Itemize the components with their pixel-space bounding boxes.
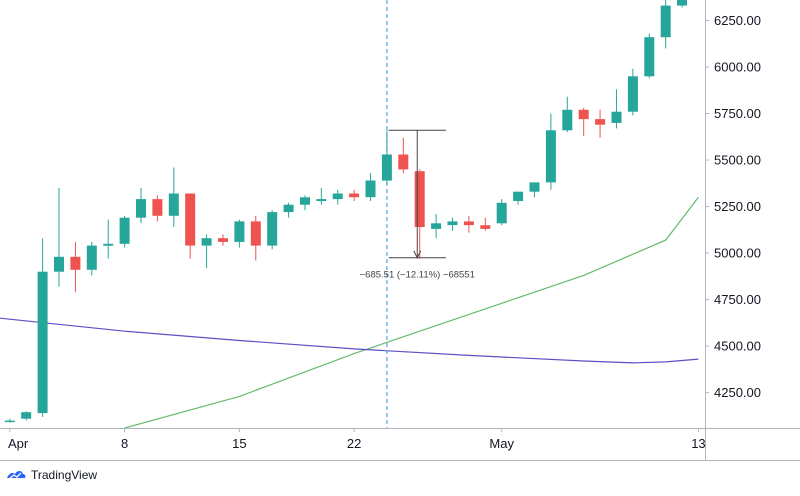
- candle-body-up: [316, 199, 327, 201]
- x-tick-label: 8: [121, 436, 128, 451]
- candle-body-up: [54, 256, 64, 272]
- tradingview-logo-icon: [7, 471, 26, 479]
- candle-body-up: [234, 221, 245, 242]
- y-tick-label: 5750.00: [714, 106, 761, 121]
- candle-body-up: [677, 0, 687, 6]
- candle-body-up: [562, 109, 573, 131]
- candle-body-up: [119, 217, 130, 244]
- y-tick-label: 4250.00: [714, 385, 761, 400]
- y-tick-label: 5500.00: [714, 153, 761, 168]
- measure-label: −685.51 (−12.11%) −68551: [360, 270, 475, 281]
- candle-body-up: [103, 243, 114, 246]
- candle-body-up: [496, 202, 507, 224]
- candle-body-up: [660, 5, 671, 38]
- candle-body-up: [267, 212, 278, 246]
- candle-body-up: [529, 182, 540, 192]
- candle-body-down: [218, 238, 228, 242]
- candle-body-down: [414, 171, 425, 227]
- candle-body-down: [152, 199, 163, 216]
- x-tick-label: 22: [347, 436, 361, 451]
- candle-body-up: [447, 221, 458, 226]
- candle-body-up: [332, 193, 343, 200]
- x-tick-label: 13: [691, 436, 705, 451]
- candle-body-up: [37, 271, 48, 414]
- x-tick-label: 15: [232, 436, 246, 451]
- x-tick-label: Apr: [8, 436, 29, 451]
- candle-body-up: [381, 154, 392, 181]
- candle-body-down: [480, 225, 491, 229]
- tradingview-attribution[interactable]: TradingView: [6, 466, 97, 484]
- candle-body-down: [185, 193, 196, 246]
- measure-arrow-icon: [413, 250, 422, 259]
- x-tick-label: May: [489, 436, 514, 451]
- plot-area: −685.51 (−12.11%) −68551: [0, 0, 699, 428]
- candle-body-up: [611, 111, 622, 123]
- y-tick-label: 6250.00: [714, 13, 761, 28]
- candle-body-down: [250, 221, 261, 246]
- y-tick-label: 5000.00: [714, 246, 761, 261]
- candle-body-down: [578, 109, 589, 120]
- candle-body-up: [627, 76, 638, 112]
- y-tick-label: 4500.00: [714, 339, 761, 354]
- candle-body-up: [86, 245, 97, 270]
- candle-body-down: [70, 256, 81, 270]
- y-tick-label: 4750.00: [714, 292, 761, 307]
- moving-average-purple-line: [0, 317, 699, 364]
- candle-body-up: [283, 204, 294, 213]
- candle-body-up: [21, 412, 32, 419]
- candle-body-up: [136, 199, 146, 218]
- candle-body-up: [168, 193, 179, 216]
- y-tick-label: 6000.00: [714, 59, 761, 74]
- candle-body-up: [4, 420, 15, 423]
- candle-body-up: [300, 197, 310, 205]
- candle-body-up: [513, 191, 524, 201]
- tradingview-brand-label: TradingView: [31, 468, 98, 482]
- candle-body-up: [545, 130, 556, 183]
- candle-body-down: [349, 193, 360, 198]
- candle-body-down: [398, 154, 409, 170]
- candle-body-up: [431, 223, 442, 229]
- candle-body-up: [201, 238, 212, 246]
- candle-body-down: [595, 119, 606, 125]
- candle-body-down: [463, 221, 474, 226]
- candle-body-up: [365, 180, 376, 198]
- moving-average-green-line: [124, 196, 699, 428]
- candle-body-up: [644, 37, 655, 77]
- y-tick-label: 5250.00: [714, 199, 761, 214]
